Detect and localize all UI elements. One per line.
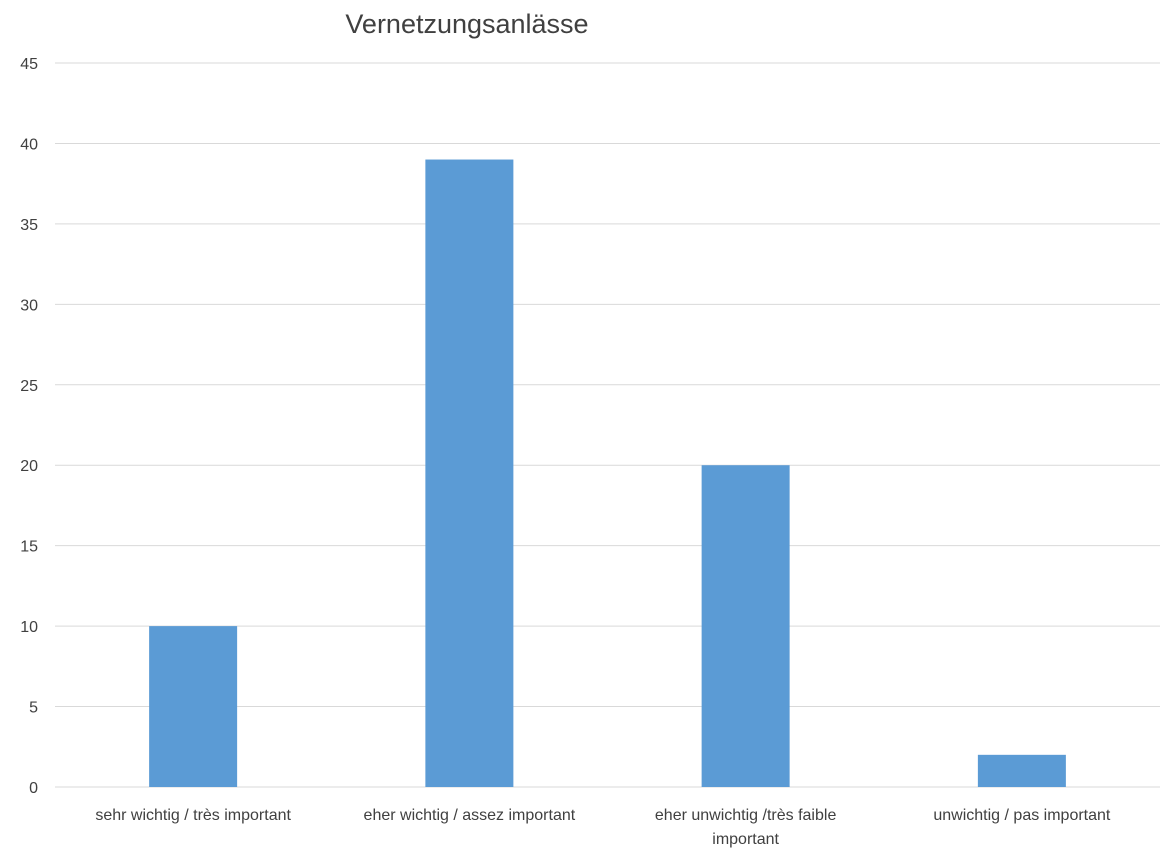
- y-tick-label: 25: [20, 378, 38, 395]
- y-axis-ticks: 0 5 10 15 20 25 30 35 40 45: [20, 56, 38, 797]
- y-tick-label: 0: [29, 780, 38, 797]
- x-axis-labels: sehr wichtig / très important eher wichti…: [95, 807, 1111, 848]
- y-tick-label: 45: [20, 56, 38, 73]
- x-category-label: eher wichtig / assez important: [364, 807, 576, 824]
- bar-3: [701, 465, 790, 787]
- y-tick-label: 20: [20, 458, 38, 475]
- x-category-label: sehr wichtig / très important: [95, 807, 291, 824]
- y-tick-label: 40: [20, 136, 38, 153]
- bar-2: [425, 159, 514, 788]
- y-tick-label: 35: [20, 217, 38, 234]
- x-category-label: eher unwichtig /très faible: [655, 807, 837, 824]
- bars: [149, 159, 1066, 788]
- bar-1: [149, 626, 238, 787]
- y-tick-label: 30: [20, 297, 38, 314]
- bar-4: [977, 754, 1066, 787]
- y-tick-label: 10: [20, 619, 38, 636]
- x-category-label: important: [712, 831, 779, 848]
- y-tick-label: 5: [29, 700, 38, 717]
- gridlines: [55, 62, 1160, 788]
- chart-title: Vernetzungsanlässe: [345, 9, 588, 39]
- x-category-label: unwichtig / pas important: [933, 807, 1111, 824]
- y-tick-label: 15: [20, 539, 38, 556]
